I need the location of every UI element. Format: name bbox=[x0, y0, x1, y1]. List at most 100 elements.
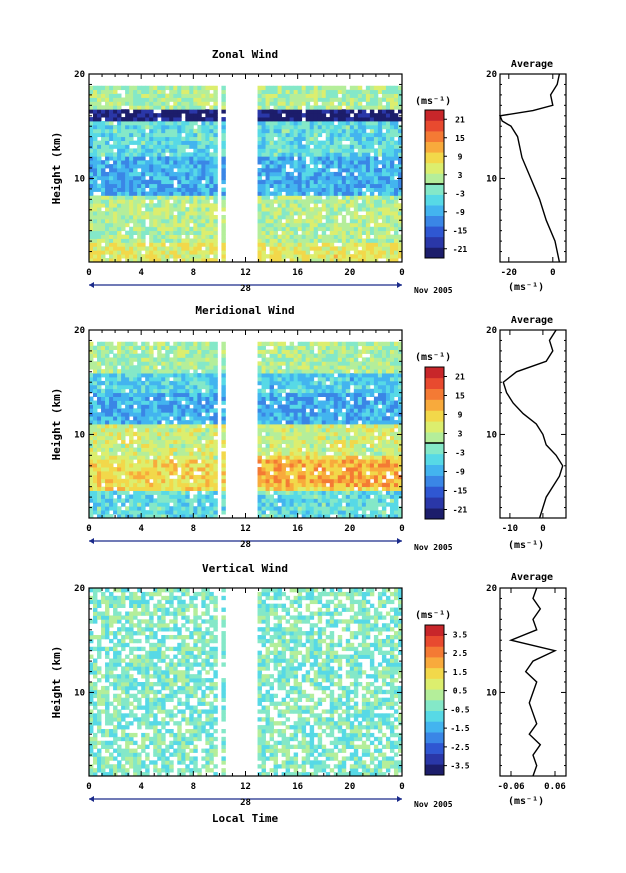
heatmap-cell bbox=[177, 175, 182, 181]
heatmap-cell bbox=[353, 97, 359, 102]
heatmap-cell bbox=[201, 384, 206, 390]
heatmap-cell bbox=[289, 455, 295, 460]
heatmap-cell bbox=[149, 447, 154, 452]
heatmap-cell bbox=[145, 451, 150, 456]
heatmap-cell bbox=[309, 160, 315, 165]
heatmap-cell bbox=[189, 128, 194, 134]
heatmap-cell bbox=[357, 85, 363, 91]
heatmap-cell bbox=[185, 105, 190, 110]
heatmap-cell bbox=[177, 380, 182, 386]
heatmap-cell bbox=[145, 400, 150, 405]
heatmap-cell bbox=[177, 121, 182, 126]
heatmap-cell bbox=[325, 215, 331, 220]
heatmap-cell bbox=[257, 486, 262, 491]
heatmap-cell bbox=[189, 203, 194, 208]
heatmap-cell bbox=[285, 105, 291, 110]
heatmap-cell bbox=[93, 124, 98, 130]
heatmap-cell bbox=[101, 498, 106, 503]
heatmap-cell bbox=[353, 144, 359, 149]
heatmap-cell bbox=[289, 211, 295, 216]
heatmap-cell bbox=[169, 250, 174, 255]
colorbar-tick-label: -15 bbox=[453, 226, 468, 235]
heatmap-cell bbox=[209, 478, 214, 484]
heatmap-cell bbox=[157, 380, 162, 386]
heatmap-cell bbox=[193, 510, 198, 515]
heatmap-cell bbox=[369, 218, 375, 224]
heatmap-cell bbox=[137, 121, 142, 126]
heatmap-cell bbox=[177, 195, 182, 200]
heatmap-cell bbox=[209, 510, 214, 515]
heatmap-cell bbox=[157, 89, 162, 94]
heatmap-cell bbox=[285, 175, 291, 181]
heatmap-cell bbox=[133, 341, 138, 347]
heatmap-cell bbox=[101, 471, 106, 476]
heatmap-cell bbox=[129, 424, 134, 429]
heatmap-cell bbox=[125, 474, 130, 480]
heatmap-cell bbox=[205, 510, 210, 515]
heatmap-cell bbox=[389, 113, 395, 118]
heatmap-cell bbox=[297, 113, 303, 118]
heatmap-cell bbox=[285, 400, 291, 405]
heatmap-cell bbox=[309, 128, 315, 134]
heatmap-cell bbox=[257, 234, 262, 239]
heatmap-cell bbox=[153, 506, 158, 511]
heatmap-cell bbox=[137, 117, 142, 122]
heatmap-cell bbox=[141, 164, 146, 169]
heatmap-cell bbox=[201, 238, 206, 243]
heatmap-cell bbox=[289, 412, 295, 417]
heatmap-cell bbox=[161, 365, 166, 370]
heatmap-cell bbox=[301, 490, 307, 495]
heatmap-cell bbox=[381, 97, 387, 102]
heatmap-cell bbox=[289, 144, 295, 149]
heatmap-cell bbox=[213, 431, 218, 437]
heatmap-cell bbox=[89, 124, 94, 130]
heatmap-cell bbox=[357, 124, 363, 130]
heatmap-cell bbox=[313, 136, 319, 141]
heatmap-cell bbox=[181, 183, 186, 188]
heatmap-cell bbox=[113, 431, 118, 437]
heatmap-cell bbox=[281, 416, 287, 421]
heatmap-cell bbox=[185, 132, 190, 138]
heatmap-cell bbox=[141, 408, 146, 413]
heatmap-cell bbox=[397, 164, 402, 169]
heatmap-cell bbox=[345, 171, 351, 177]
heatmap-cell bbox=[297, 435, 303, 441]
heatmap-cell bbox=[385, 242, 391, 247]
heatmap-cell bbox=[289, 121, 295, 126]
heatmap-cell bbox=[365, 258, 371, 262]
heatmap-cell bbox=[153, 179, 158, 185]
heatmap-cell bbox=[377, 109, 383, 114]
heatmap-cell bbox=[389, 136, 395, 141]
heatmap-cell bbox=[109, 463, 114, 468]
heatmap-cell bbox=[373, 199, 379, 204]
heatmap-cell bbox=[361, 171, 367, 177]
heatmap-cell bbox=[221, 478, 226, 484]
heatmap-cell bbox=[133, 156, 138, 161]
heatmap-cell bbox=[213, 361, 218, 366]
heatmap-cell bbox=[173, 258, 178, 262]
heatmap-cell bbox=[105, 238, 110, 243]
heatmap-cell bbox=[265, 105, 270, 110]
heatmap-cell bbox=[297, 117, 303, 122]
heatmap-cell bbox=[157, 459, 162, 464]
heatmap-cell bbox=[337, 168, 343, 173]
heatmap-cell bbox=[133, 179, 138, 185]
heatmap-cell bbox=[117, 101, 122, 106]
heatmap-cell bbox=[381, 187, 387, 192]
heatmap-cell bbox=[165, 420, 170, 425]
heatmap-cell bbox=[385, 191, 391, 196]
heatmap-cell bbox=[165, 211, 170, 216]
heatmap-cell bbox=[129, 349, 134, 354]
heatmap-cell bbox=[289, 148, 295, 153]
heatmap-cell bbox=[121, 226, 126, 232]
heatmap-cell bbox=[165, 85, 170, 91]
heatmap-cell bbox=[105, 349, 110, 354]
heatmap-cell bbox=[293, 144, 299, 149]
heatmap-cell bbox=[185, 467, 190, 472]
heatmap-cell bbox=[297, 486, 303, 491]
heatmap-cell bbox=[373, 226, 379, 232]
heatmap-cell bbox=[113, 482, 118, 488]
heatmap-cell bbox=[201, 191, 206, 196]
heatmap-cell bbox=[301, 187, 307, 192]
heatmap-cell bbox=[385, 97, 391, 102]
